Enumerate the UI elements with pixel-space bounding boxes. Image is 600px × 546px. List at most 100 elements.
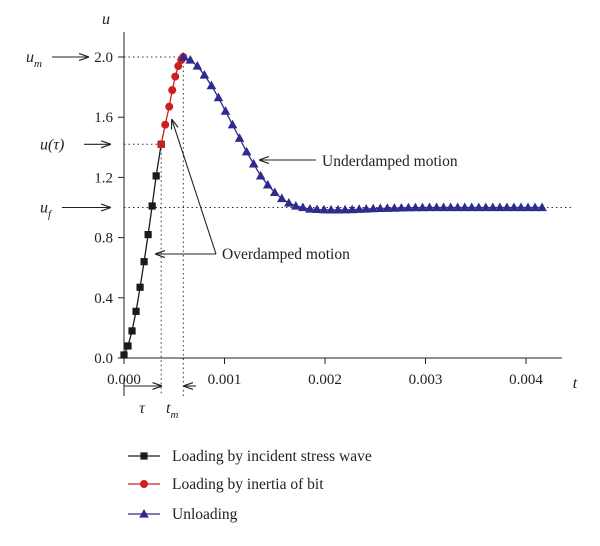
u-f-label: uf <box>40 200 53 221</box>
data-point-triangle <box>347 204 357 214</box>
data-point-triangle <box>403 202 414 212</box>
data-point-triangle <box>417 202 428 212</box>
data-point-triangle <box>326 204 336 214</box>
data-point-circle <box>171 72 180 81</box>
series-line <box>183 56 543 211</box>
t-m-base: t <box>166 400 171 417</box>
data-point-triangle <box>368 203 379 213</box>
data-point-triangle <box>333 204 343 214</box>
y-tick-label: 0.4 <box>94 291 113 307</box>
data-point-triangle <box>284 197 294 207</box>
data-point-triangle <box>298 202 308 212</box>
t-m-label: tm <box>166 400 178 421</box>
data-point-triangle <box>438 202 449 212</box>
data-point-triangle <box>389 203 400 212</box>
data-point-triangle <box>459 202 470 212</box>
y-tick-label: 1.2 <box>94 170 113 186</box>
u-f-sub: f <box>48 209 53 221</box>
data-point-triangle <box>139 509 149 518</box>
legend-label: Loading by inertia of bit <box>172 476 324 493</box>
y-tick-label: 0.8 <box>94 231 113 247</box>
y-tick-label: 0.0 <box>94 351 113 367</box>
data-point-triangle <box>523 202 533 212</box>
overdamped-label: Overdamped motion <box>222 246 350 263</box>
series-line <box>160 56 184 145</box>
data-point-triangle <box>530 202 540 212</box>
series-layer <box>120 52 547 359</box>
data-point-triangle <box>241 146 252 156</box>
data-point-triangle <box>234 133 245 142</box>
data-point-triangle <box>305 204 315 213</box>
t-m-sub: m <box>170 409 178 421</box>
data-point-triangle <box>248 158 259 168</box>
data-point-circle <box>168 86 177 95</box>
reference-lines <box>124 56 572 396</box>
x-axis-label: t <box>573 375 578 392</box>
data-point-triangle <box>424 202 435 212</box>
data-point-circle <box>161 120 170 129</box>
u-f-base: u <box>40 200 48 217</box>
data-point-triangle <box>255 170 266 180</box>
u-m-label: um <box>26 49 42 70</box>
series-line <box>123 144 162 356</box>
overdamped-arrow-up <box>172 120 217 255</box>
data-point-triangle <box>537 202 547 212</box>
data-point-square <box>132 307 140 315</box>
u-m-base: u <box>26 49 34 66</box>
data-point-triangle <box>312 204 322 214</box>
ticks: 0.00.40.81.21.62.00.000 0.001 0.002 0.003 0.… <box>94 50 543 388</box>
data-point-triangle <box>445 202 456 212</box>
data-point-triangle <box>361 204 372 213</box>
data-point-triangle <box>262 179 273 189</box>
data-point-triangle <box>213 92 224 102</box>
data-point-square <box>120 351 128 359</box>
legend-item: Loading by inertia of bit <box>128 476 324 493</box>
tau-label: τ <box>139 400 146 417</box>
y-tick-label: 2.0 <box>94 50 113 66</box>
data-point-triangle <box>227 119 238 129</box>
legend-item: Unloading <box>128 506 238 523</box>
data-point-triangle <box>206 80 217 90</box>
data-point-triangle <box>396 202 407 212</box>
u-m-sub: m <box>34 58 42 70</box>
x-tick-label: 0.004 <box>509 372 543 388</box>
data-point-triangle <box>354 204 364 213</box>
data-point-square <box>152 172 160 180</box>
series-circle <box>157 53 188 149</box>
data-point-triangle <box>276 193 287 203</box>
data-point-triangle <box>481 202 491 212</box>
legend-item: Loading by incident stress wave <box>128 448 372 465</box>
data-point-triangle <box>340 204 350 214</box>
data-point-triangle <box>382 203 393 212</box>
data-point-triangle <box>516 202 526 212</box>
data-point-square <box>140 452 148 460</box>
data-point-circle <box>174 62 183 71</box>
axes: u t <box>102 11 578 392</box>
data-point-square <box>148 202 156 210</box>
data-point-triangle <box>185 55 196 64</box>
data-point-triangle <box>509 202 519 212</box>
data-point-square <box>140 258 148 266</box>
data-point-triangle <box>291 200 301 210</box>
underdamped-label: Underdamped motion <box>322 153 458 170</box>
legend: Loading by incident stress wave Loading b… <box>128 448 372 523</box>
data-point-triangle <box>178 52 189 61</box>
data-point-square <box>128 327 136 335</box>
series-triangle <box>178 52 547 214</box>
legend-label: Unloading <box>172 506 238 523</box>
data-point-triangle <box>466 202 477 212</box>
data-point-triangle <box>375 203 386 213</box>
data-point-triangle <box>319 204 329 214</box>
x-tick-label: 0.002 <box>308 372 342 388</box>
legend-label: Loading by incident stress wave <box>172 448 372 465</box>
data-point-triangle <box>502 202 512 212</box>
data-point-triangle <box>220 106 231 115</box>
data-point-triangle <box>452 202 463 212</box>
u-tau-label: u(τ) <box>40 136 64 153</box>
data-point-circle <box>165 102 174 111</box>
x-tick-label: 0.001 <box>208 372 242 388</box>
x-tick-label: 0.003 <box>409 372 443 388</box>
data-point-triangle <box>488 202 498 212</box>
data-point-triangle <box>199 70 210 79</box>
